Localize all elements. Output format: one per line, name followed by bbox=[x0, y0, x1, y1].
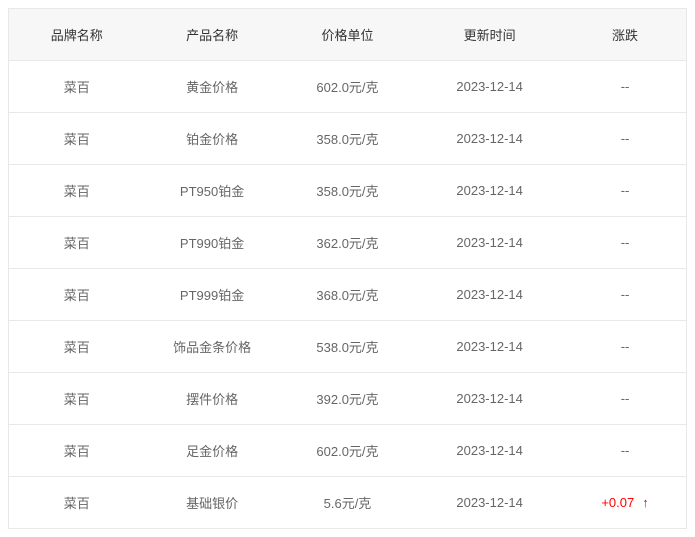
change-value: +0.07 bbox=[601, 495, 634, 510]
cell-product: 基础银价 bbox=[144, 477, 279, 529]
arrow-up-icon: ↑ bbox=[642, 495, 649, 510]
col-product: 产品名称 bbox=[144, 9, 279, 61]
cell-product: 饰品金条价格 bbox=[144, 321, 279, 373]
cell-brand: 菜百 bbox=[9, 477, 144, 529]
cell-brand: 菜百 bbox=[9, 61, 144, 113]
cell-price: 392.0元/克 bbox=[280, 373, 415, 425]
cell-brand: 菜百 bbox=[9, 269, 144, 321]
cell-updated: 2023-12-14 bbox=[415, 425, 564, 477]
col-updated: 更新时间 bbox=[415, 9, 564, 61]
cell-brand: 菜百 bbox=[9, 165, 144, 217]
cell-updated: 2023-12-14 bbox=[415, 321, 564, 373]
cell-change: -- bbox=[564, 165, 686, 217]
cell-updated: 2023-12-14 bbox=[415, 217, 564, 269]
cell-change: -- bbox=[564, 425, 686, 477]
cell-brand: 菜百 bbox=[9, 321, 144, 373]
cell-price: 602.0元/克 bbox=[280, 61, 415, 113]
cell-change: -- bbox=[564, 373, 686, 425]
table-row: 菜百PT990铂金362.0元/克2023-12-14 -- bbox=[9, 217, 686, 269]
cell-updated: 2023-12-14 bbox=[415, 373, 564, 425]
cell-change: -- bbox=[564, 269, 686, 321]
cell-price: 538.0元/克 bbox=[280, 321, 415, 373]
table-row: 菜百足金价格602.0元/克2023-12-14 -- bbox=[9, 425, 686, 477]
cell-brand: 菜百 bbox=[9, 425, 144, 477]
cell-change: -- bbox=[564, 113, 686, 165]
cell-change: +0.07 ↑ bbox=[564, 477, 686, 529]
cell-change: -- bbox=[564, 321, 686, 373]
table-row: 菜百铂金价格358.0元/克2023-12-14 -- bbox=[9, 113, 686, 165]
change-value: -- bbox=[621, 79, 630, 94]
cell-brand: 菜百 bbox=[9, 113, 144, 165]
change-value: -- bbox=[621, 443, 630, 458]
cell-updated: 2023-12-14 bbox=[415, 165, 564, 217]
price-table: 品牌名称 产品名称 价格单位 更新时间 涨跌 菜百黄金价格602.0元/克202… bbox=[9, 9, 686, 528]
change-value: -- bbox=[621, 287, 630, 302]
table-body: 菜百黄金价格602.0元/克2023-12-14--菜百铂金价格358.0元/克… bbox=[9, 61, 686, 529]
cell-price: 5.6元/克 bbox=[280, 477, 415, 529]
table-header: 品牌名称 产品名称 价格单位 更新时间 涨跌 bbox=[9, 9, 686, 61]
price-table-container: 品牌名称 产品名称 价格单位 更新时间 涨跌 菜百黄金价格602.0元/克202… bbox=[8, 8, 687, 529]
col-brand: 品牌名称 bbox=[9, 9, 144, 61]
cell-change: -- bbox=[564, 61, 686, 113]
cell-product: 黄金价格 bbox=[144, 61, 279, 113]
cell-price: 358.0元/克 bbox=[280, 165, 415, 217]
cell-price: 358.0元/克 bbox=[280, 113, 415, 165]
cell-updated: 2023-12-14 bbox=[415, 269, 564, 321]
cell-change: -- bbox=[564, 217, 686, 269]
change-value: -- bbox=[621, 235, 630, 250]
change-value: -- bbox=[621, 183, 630, 198]
table-row: 菜百基础银价5.6元/克2023-12-14 +0.07 ↑ bbox=[9, 477, 686, 529]
cell-updated: 2023-12-14 bbox=[415, 113, 564, 165]
table-row: 菜百PT999铂金368.0元/克2023-12-14 -- bbox=[9, 269, 686, 321]
cell-updated: 2023-12-14 bbox=[415, 61, 564, 113]
cell-product: 摆件价格 bbox=[144, 373, 279, 425]
cell-updated: 2023-12-14 bbox=[415, 477, 564, 529]
change-value: -- bbox=[621, 131, 630, 146]
header-row: 品牌名称 产品名称 价格单位 更新时间 涨跌 bbox=[9, 9, 686, 61]
table-row: 菜百PT950铂金358.0元/克2023-12-14 -- bbox=[9, 165, 686, 217]
cell-product: 铂金价格 bbox=[144, 113, 279, 165]
cell-product: 足金价格 bbox=[144, 425, 279, 477]
change-value: -- bbox=[621, 339, 630, 354]
cell-price: 362.0元/克 bbox=[280, 217, 415, 269]
table-row: 菜百摆件价格392.0元/克2023-12-14 -- bbox=[9, 373, 686, 425]
cell-product: PT950铂金 bbox=[144, 165, 279, 217]
cell-product: PT999铂金 bbox=[144, 269, 279, 321]
table-row: 菜百黄金价格602.0元/克2023-12-14 -- bbox=[9, 61, 686, 113]
col-change: 涨跌 bbox=[564, 9, 686, 61]
col-price: 价格单位 bbox=[280, 9, 415, 61]
table-row: 菜百饰品金条价格538.0元/克2023-12-14 -- bbox=[9, 321, 686, 373]
change-value: -- bbox=[621, 391, 630, 406]
cell-brand: 菜百 bbox=[9, 217, 144, 269]
cell-price: 602.0元/克 bbox=[280, 425, 415, 477]
cell-product: PT990铂金 bbox=[144, 217, 279, 269]
cell-price: 368.0元/克 bbox=[280, 269, 415, 321]
cell-brand: 菜百 bbox=[9, 373, 144, 425]
